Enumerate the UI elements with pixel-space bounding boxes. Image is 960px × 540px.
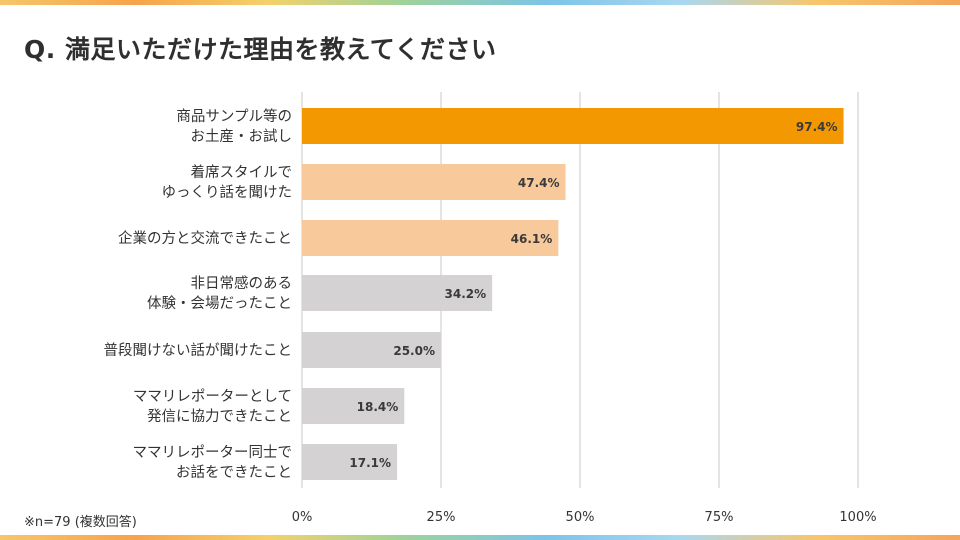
bar [302, 332, 441, 368]
x-tick-label: 50% [566, 510, 595, 525]
category-label: 商品サンプル等のお土産・お試し [176, 107, 292, 145]
sample-note: ※n=79 (複数回答) [24, 515, 137, 530]
bar [302, 220, 559, 256]
chart-title: Q. 満足いただけた理由を教えてください [24, 35, 497, 64]
category-label: ママリレポーター同士でお話をできたこと [133, 444, 293, 481]
bar [302, 444, 398, 480]
data-label: 25.0% [393, 344, 435, 358]
x-tick-label: 0% [292, 510, 313, 525]
bar [302, 275, 493, 311]
top-color-stripe [0, 0, 960, 5]
data-label: 46.1% [511, 232, 553, 246]
category-label: 企業の方と交流できたこと [118, 229, 292, 247]
x-tick-label: 75% [705, 510, 734, 525]
bar [302, 108, 844, 144]
category-label: 非日常感のある体験・会場だったこと [147, 275, 292, 312]
data-label: 34.2% [445, 287, 487, 301]
category-label: ママリレポーターとして発信に協力できたこと [133, 388, 292, 425]
category-label: 着席スタイルでゆっくり話を聞けた [162, 164, 293, 201]
category-label: 普段聞けない話が聞けたこと [104, 342, 293, 359]
data-label: 18.4% [357, 400, 399, 414]
bar [302, 388, 405, 424]
bottom-color-stripe [0, 535, 960, 540]
data-label: 97.4% [796, 120, 838, 134]
x-tick-label: 25% [427, 510, 456, 525]
data-label: 47.4% [518, 176, 560, 190]
x-tick-label: 100% [839, 510, 876, 525]
data-label: 17.1% [349, 456, 391, 470]
bar [302, 164, 566, 200]
